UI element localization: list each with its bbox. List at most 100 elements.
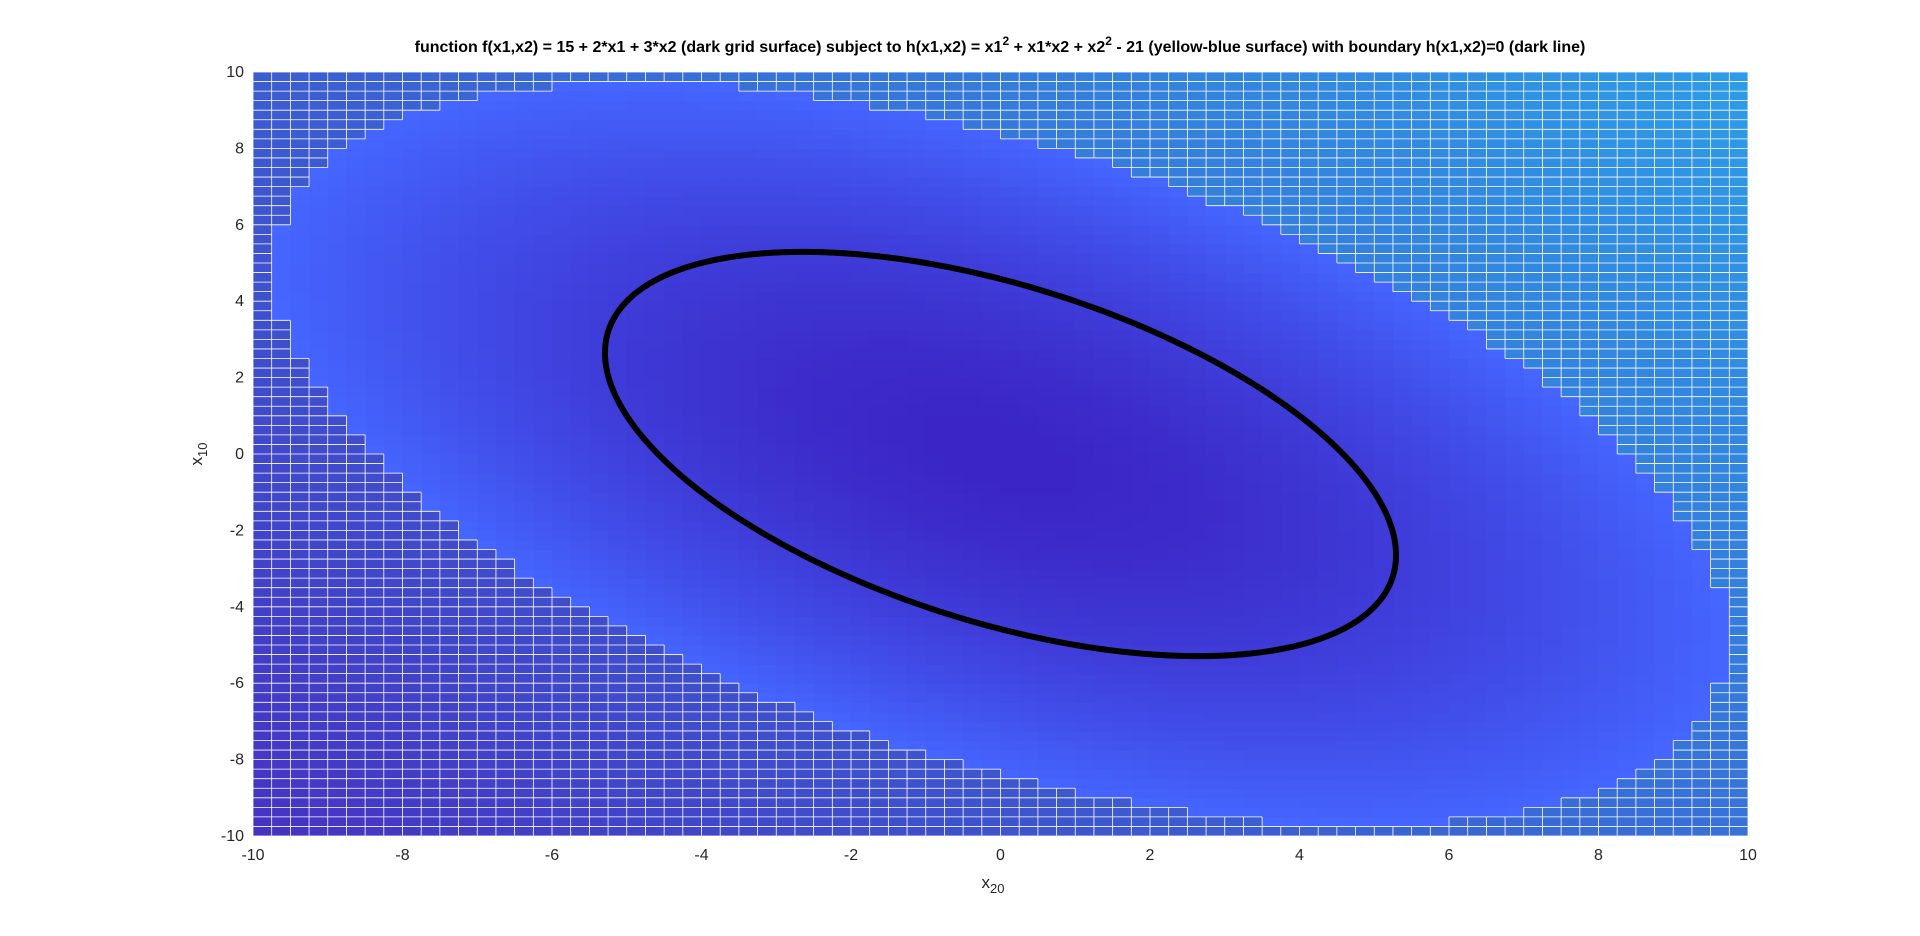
constraint-cell: [907, 702, 927, 713]
constraint-cell: [570, 110, 590, 121]
objective-cell: [253, 157, 273, 169]
constraint-cell: [645, 482, 665, 493]
constraint-cell: [701, 310, 721, 321]
objective-cell: [1000, 778, 1020, 789]
objective-cell: [477, 625, 497, 637]
constraint-cell: [439, 463, 460, 474]
objective-cell: [1355, 100, 1375, 111]
constraint-cell: [626, 444, 647, 455]
constraint-cell: [664, 196, 684, 207]
constraint-cell: [626, 578, 647, 589]
objective-cell: [271, 683, 291, 694]
objective-cell: [495, 664, 516, 675]
constraint-cell: [907, 711, 927, 722]
constraint-cell: [1019, 215, 1039, 226]
constraint-cell: [1093, 721, 1114, 732]
constraint-cell: [1000, 740, 1020, 751]
constraint-cell: [383, 444, 404, 455]
objective-cell: [1691, 253, 1712, 264]
objective-cell: [439, 616, 460, 627]
constraint-cell: [608, 568, 628, 579]
objective-cell: [365, 549, 385, 560]
objective-cell: [1710, 368, 1730, 379]
objective-cell: [1635, 253, 1656, 264]
constraint-cell: [682, 587, 703, 598]
objective-cell: [552, 807, 572, 818]
constraint-cell: [608, 282, 628, 293]
objective-cell: [1691, 530, 1712, 541]
objective-cell: [794, 826, 815, 836]
constraint-cell: [907, 511, 927, 522]
constraint-cell: [851, 148, 871, 159]
objective-cell: [1691, 81, 1712, 92]
objective-cell: [290, 539, 310, 551]
objective-cell: [1654, 387, 1674, 398]
constraint-cell: [1168, 482, 1188, 493]
objective-cell: [869, 826, 889, 836]
constraint-cell: [925, 291, 946, 302]
constraint-cell: [1037, 205, 1058, 216]
objective-cell: [1579, 100, 1600, 111]
constraint-cell: [832, 501, 852, 512]
objective-cell: [1486, 291, 1506, 302]
objective-cell: [1617, 205, 1637, 216]
constraint-cell: [720, 616, 740, 627]
constraint-cell: [701, 129, 721, 140]
constraint-cell: [570, 91, 590, 102]
constraint-cell: [925, 186, 946, 197]
objective-cell: [981, 769, 1002, 780]
objective-cell: [365, 72, 385, 83]
constraint-cell: [1019, 549, 1039, 560]
constraint-cell: [720, 291, 740, 302]
objective-cell: [421, 530, 441, 541]
objective-cell: [495, 826, 516, 836]
constraint-cell: [720, 282, 740, 293]
objective-cell: [757, 72, 777, 83]
constraint-cell: [589, 177, 609, 188]
constraint-cell: [421, 473, 441, 484]
constraint-cell: [907, 110, 927, 121]
objective-cell: [477, 587, 497, 598]
objective-cell: [1056, 788, 1076, 799]
objective-cell: [346, 520, 366, 531]
constraint-cell: [738, 683, 759, 694]
objective-cell: [1355, 119, 1375, 130]
constraint-cell: [1150, 721, 1170, 732]
objective-cell: [1673, 91, 1693, 102]
constraint-cell: [271, 263, 291, 274]
constraint-cell: [1037, 406, 1058, 417]
objective-cell: [458, 673, 478, 684]
constraint-cell: [570, 482, 590, 493]
constraint-cell: [1019, 520, 1039, 531]
constraint-cell: [963, 224, 983, 235]
objective-cell: [421, 778, 441, 789]
objective-cell: [439, 91, 460, 102]
constraint-cell: [701, 215, 721, 226]
objective-cell: [1673, 100, 1693, 111]
constraint-cell: [1037, 186, 1058, 197]
constraint-cell: [608, 100, 628, 111]
constraint-cell: [888, 339, 908, 350]
constraint-cell: [552, 492, 572, 503]
constraint-cell: [664, 282, 684, 293]
objective-cell: [1635, 320, 1656, 331]
objective-cell: [309, 807, 329, 818]
objective-cell: [1505, 148, 1525, 159]
objective-cell: [1710, 454, 1730, 465]
constraint-cell: [1150, 635, 1170, 646]
constraint-cell: [1131, 434, 1151, 446]
constraint-cell: [570, 138, 590, 149]
objective-cell: [1486, 339, 1506, 350]
objective-cell: [1449, 186, 1469, 197]
objective-cell: [458, 81, 478, 92]
objective-cell: [383, 721, 404, 732]
constraint-cell: [1056, 196, 1076, 207]
constraint-cell: [757, 263, 777, 274]
constraint-cell: [1000, 396, 1020, 407]
constraint-cell: [495, 310, 516, 321]
objective-cell: [1150, 110, 1170, 121]
objective-cell: [1691, 539, 1712, 551]
constraint-cell: [1168, 778, 1188, 789]
constraint-cell: [701, 616, 721, 627]
